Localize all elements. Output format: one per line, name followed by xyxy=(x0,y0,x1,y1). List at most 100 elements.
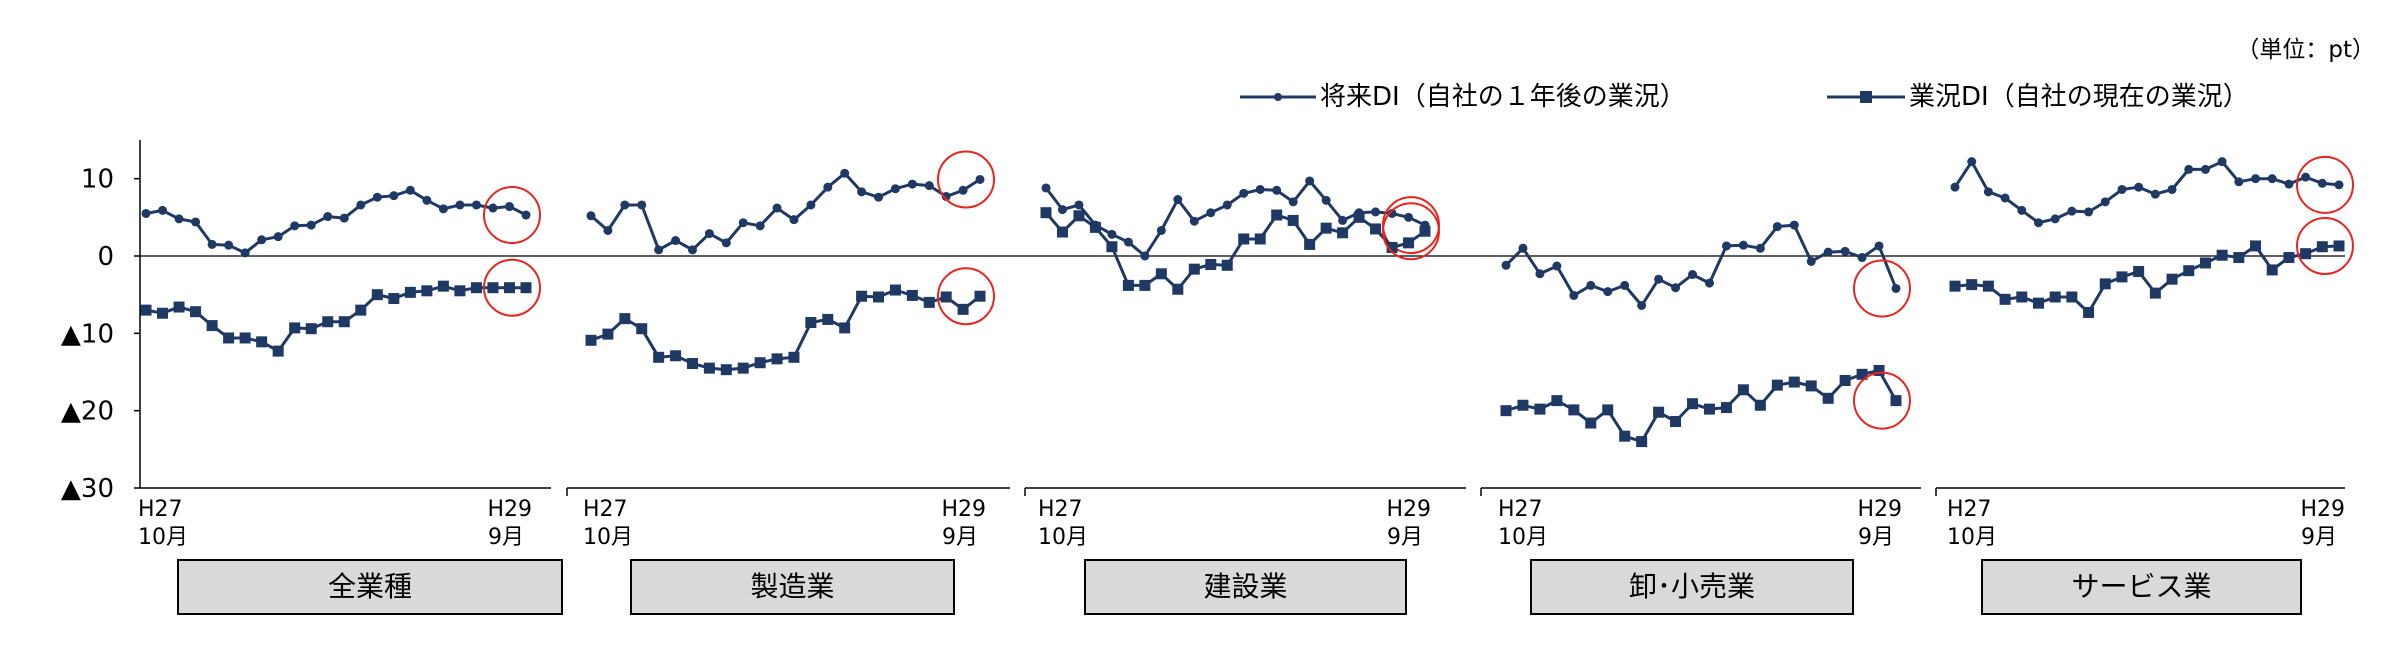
legend-marker-circle xyxy=(1274,93,1282,101)
future-di-point xyxy=(339,213,349,223)
latest-value-highlight xyxy=(937,267,995,326)
future-di-point xyxy=(372,192,382,202)
current-di-point xyxy=(2099,278,2111,290)
current-di-point xyxy=(388,293,400,305)
legend-label-current: 業況DI（自社の現在の業況） xyxy=(1909,82,2249,112)
current-di-point xyxy=(157,307,169,319)
future-di-point xyxy=(405,185,415,195)
future-di-point xyxy=(2317,178,2327,188)
x-tick-label-start-month: 10月 xyxy=(1947,525,1997,550)
future-di-point xyxy=(671,236,681,246)
current-di-line xyxy=(1044,211,1426,291)
current-di-point xyxy=(1500,405,1512,417)
latest-value-highlight xyxy=(1853,371,1911,430)
future-di-line xyxy=(590,171,981,252)
legend-marker-square xyxy=(1860,91,1872,103)
current-di-point xyxy=(2066,291,2078,303)
future-di-point xyxy=(755,221,765,231)
future-di-point xyxy=(1239,188,1249,198)
x-tick-label-end-month: 9月 xyxy=(1387,525,1423,550)
future-di-point xyxy=(857,187,867,197)
current-di-point xyxy=(974,290,986,302)
future-di-point xyxy=(2301,172,2311,182)
current-di-point xyxy=(2216,249,2228,261)
current-di-point xyxy=(1419,225,1431,237)
current-di-point xyxy=(289,322,301,334)
future-di-point xyxy=(438,204,448,214)
x-tick-label-end-month: 9月 xyxy=(2301,525,2337,550)
current-di-point xyxy=(2300,248,2312,260)
current-di-point xyxy=(873,291,885,303)
current-di-point xyxy=(322,316,334,328)
future-di-point xyxy=(1535,269,1545,279)
current-di-point xyxy=(602,328,614,340)
future-di-point xyxy=(1950,182,1960,192)
future-di-point xyxy=(1704,278,1714,288)
x-tick-label-end-year: H29 xyxy=(1386,497,1431,522)
future-di-point xyxy=(1041,183,1051,193)
future-di-point xyxy=(823,182,833,192)
current-di-point xyxy=(1056,226,1068,238)
latest-value-highlight xyxy=(483,186,541,245)
category-box xyxy=(1530,559,1854,615)
x-tick-label-end-year: H29 xyxy=(487,497,532,522)
future-di-point xyxy=(2251,174,2261,184)
future-di-point xyxy=(2200,164,2210,174)
future-di-point xyxy=(924,181,934,191)
current-di-point xyxy=(771,353,783,365)
future-di-point xyxy=(1569,290,1579,300)
future-di-point xyxy=(1057,205,1067,215)
current-di-point xyxy=(190,306,202,318)
future-di-point xyxy=(1123,237,1133,247)
current-di-point xyxy=(2133,265,2145,277)
future-di-point xyxy=(975,174,985,184)
current-di-point xyxy=(754,357,766,369)
x-tick-label-end-year: H29 xyxy=(941,497,986,522)
current-di-point xyxy=(788,351,800,363)
future-di-point xyxy=(1321,195,1331,205)
current-di-point xyxy=(1304,238,1316,250)
current-di-point xyxy=(223,332,235,344)
current-di-point xyxy=(1353,211,1365,223)
future-di-point xyxy=(207,239,217,249)
current-di-point xyxy=(2266,264,2278,276)
future-di-point xyxy=(1857,253,1867,263)
future-di-point xyxy=(1222,200,1232,210)
future-di-point xyxy=(1789,220,1799,230)
future-di-point xyxy=(806,200,816,210)
panel-0: H27 10月 H29 9月 xyxy=(138,185,541,550)
future-di-point xyxy=(738,218,748,228)
latest-value-highlight xyxy=(1382,202,1440,261)
current-di-point xyxy=(1073,210,1085,222)
current-di-point xyxy=(1122,279,1134,291)
current-di-point xyxy=(906,289,918,301)
current-di-point xyxy=(2283,252,2295,264)
current-di-point xyxy=(1805,380,1817,392)
y-tick-label: ▲10 xyxy=(61,319,114,349)
current-di-point xyxy=(703,362,715,374)
current-di-point xyxy=(1890,395,1902,407)
future-di-point xyxy=(2267,174,2277,184)
x-tick-label-start-year: H27 xyxy=(1498,497,1543,522)
future-di-point xyxy=(504,202,514,212)
current-di-line xyxy=(590,288,981,372)
future-di-point xyxy=(2217,157,2227,167)
future-di-point xyxy=(1755,243,1765,253)
current-di-point xyxy=(371,289,383,301)
future-di-point xyxy=(2234,177,2244,187)
future-di-point xyxy=(356,200,366,210)
future-di-point xyxy=(257,235,267,245)
future-di-point xyxy=(2334,180,2344,190)
latest-value-highlight xyxy=(937,150,995,209)
current-di-point xyxy=(1139,279,1151,291)
current-di-point xyxy=(737,362,749,374)
latest-value-highlight xyxy=(1853,259,1911,318)
current-di-point xyxy=(1188,263,1200,275)
future-di-point xyxy=(2100,197,2110,207)
future-di-point xyxy=(2284,179,2294,189)
current-di-point xyxy=(1999,293,2011,305)
future-di-point xyxy=(603,225,613,235)
current-di-point xyxy=(585,334,597,346)
category-label: 建設業 xyxy=(1203,570,1287,603)
future-di-point xyxy=(1983,187,1993,197)
